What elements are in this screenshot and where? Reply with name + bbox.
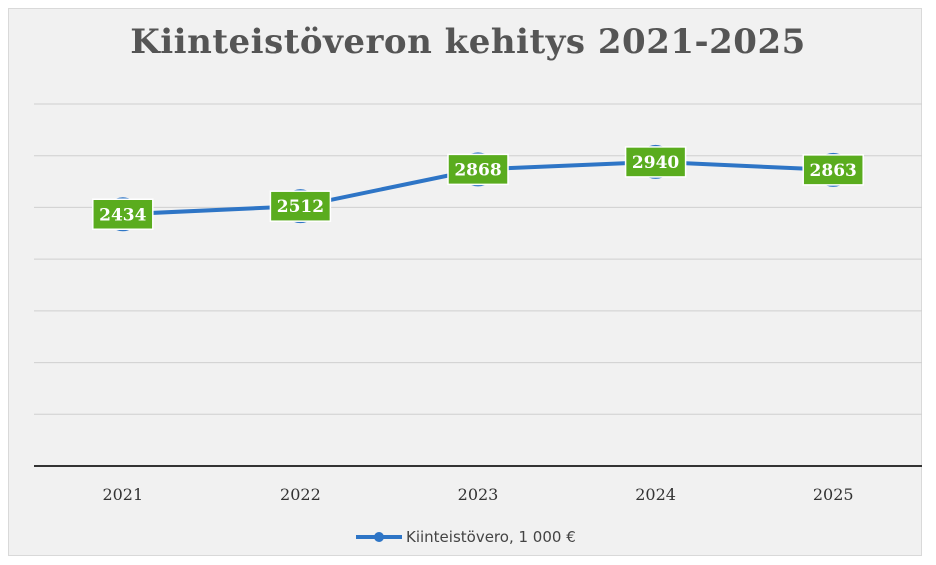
legend-marker bbox=[374, 532, 384, 542]
data-label-text: 2868 bbox=[454, 160, 501, 180]
data-label: 2863 bbox=[802, 154, 864, 186]
data-label-box bbox=[624, 146, 687, 178]
data-labels: 2434 2512 2868 2940 2863 bbox=[92, 146, 864, 231]
data-label: 2940 bbox=[624, 146, 687, 178]
gridlines bbox=[34, 103, 922, 415]
x-tick-label: 2023 bbox=[458, 485, 499, 504]
data-label-box bbox=[92, 198, 154, 231]
data-label-text: 2512 bbox=[277, 197, 324, 217]
legend: Kiinteistövero, 1 000 € bbox=[356, 528, 576, 546]
x-tick-label: 2025 bbox=[813, 485, 854, 504]
chart-area bbox=[8, 8, 922, 556]
x-tick-label: 2024 bbox=[635, 485, 676, 504]
data-label-text: 2863 bbox=[810, 161, 857, 181]
x-tick-label: 2022 bbox=[280, 485, 321, 504]
data-label: 2868 bbox=[447, 153, 509, 186]
data-label-box bbox=[802, 154, 864, 186]
x-tick-labels: 2021 2022 2023 2024 2025 bbox=[102, 485, 853, 504]
data-label-text: 2940 bbox=[632, 153, 679, 173]
x-tick-label: 2021 bbox=[102, 485, 143, 504]
data-label-text: 2434 bbox=[99, 205, 146, 225]
legend-label: Kiinteistövero, 1 000 € bbox=[406, 528, 576, 546]
data-label: 2512 bbox=[269, 190, 332, 222]
data-label-box bbox=[269, 190, 332, 222]
chart-title: Kiinteistöveron kehitys 2021-2025 bbox=[130, 22, 806, 62]
data-label: 2434 bbox=[92, 198, 154, 231]
data-label-box bbox=[447, 153, 509, 186]
